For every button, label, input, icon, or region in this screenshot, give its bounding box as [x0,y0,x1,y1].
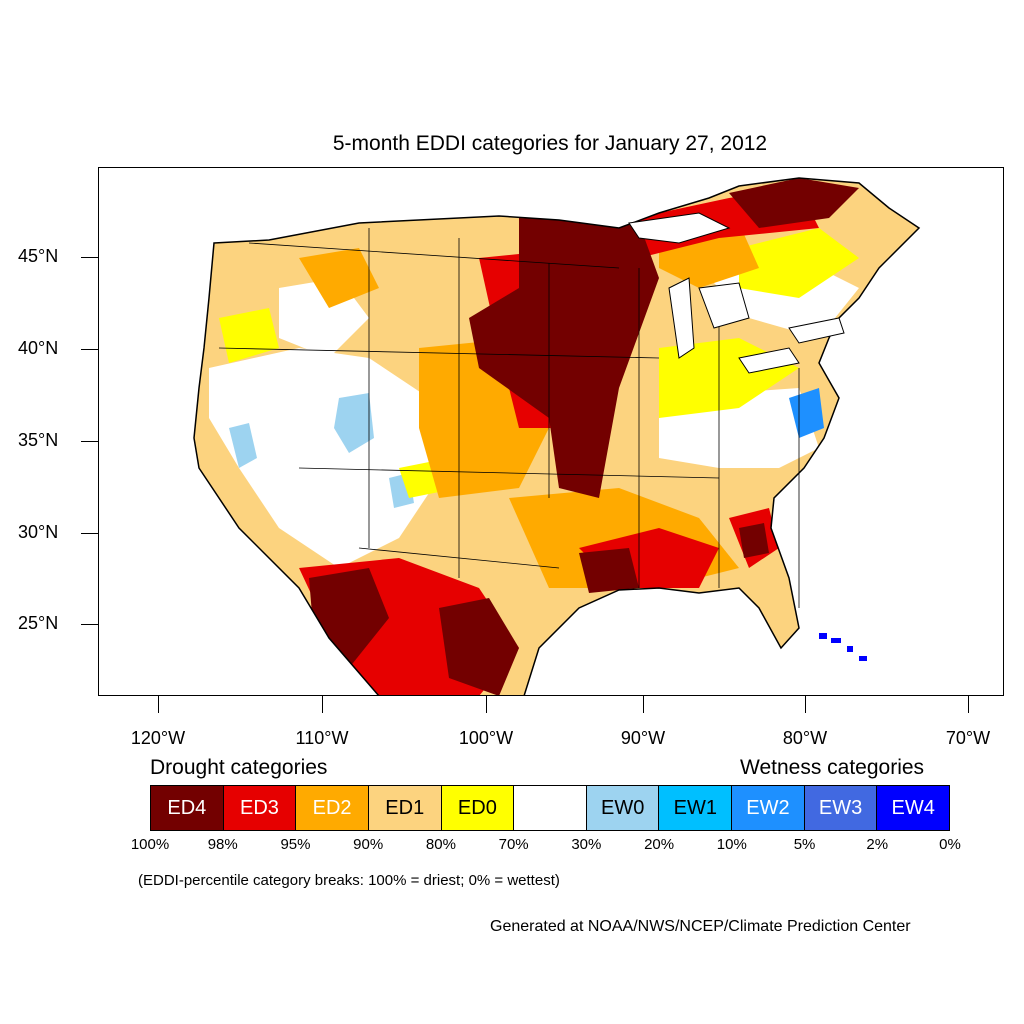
credit-line: Generated at NOAA/NWS/NCEP/Climate Predi… [490,918,911,935]
percent-break-label: 2% [866,836,889,853]
lat-label-25: 25°N [18,613,59,633]
lon-tick [805,696,806,713]
lon-tick [968,696,969,713]
legend-box-ew2: EW2 [732,786,805,830]
legend-box-ed1: ED1 [368,786,442,830]
caribbean-wet-spots [819,633,867,661]
lon-label-80: 80°W [782,728,828,748]
lon-label-110: 110°W [295,728,349,748]
lat-label-35: 35°N [18,430,59,450]
lon-label-90: 90°W [620,728,666,748]
legend-box-ed4: ED4 [151,786,224,830]
state-borders [218,228,800,608]
percent-break-label: 100% [130,836,170,853]
legend-box-ew1: EW1 [659,786,733,830]
map-title: 5-month EDDI categories for January 27, … [332,132,768,155]
percent-break-label: 10% [716,836,747,853]
category-note: (EDDI-percentile category breaks: 100% =… [138,872,560,889]
legend-colorbar: ED4 ED3 ED2 ED1 ED0 EW0 EW1 EW2 EW3 EW4 [150,785,950,831]
percent-break-label: 98% [207,836,238,853]
lon-label-120: 120°W [130,728,186,748]
percent-break-label: 20% [644,836,675,853]
percent-break-label: 80% [425,836,456,853]
lat-tick [81,349,98,350]
legend-box-neutral [514,786,587,830]
lat-tick [81,624,98,625]
percent-break-label: 0% [939,836,961,853]
lon-label-70: 70°W [945,728,991,748]
wetness-heading: Wetness categories [740,756,925,779]
lat-label-40: 40°N [18,338,59,358]
lon-tick [322,696,323,713]
lat-tick [81,257,98,258]
legend-box-ed3: ED3 [223,786,297,830]
legend-box-ew3: EW3 [804,786,878,830]
legend-box-ew4: EW4 [877,786,950,830]
legend-box-ew0: EW0 [586,786,660,830]
percent-break-label: 90% [353,836,384,853]
percent-break-label: 95% [280,836,311,853]
drought-heading: Drought categories [150,756,328,779]
drought-field [194,178,919,695]
lon-tick [486,696,487,713]
great-lakes [628,212,845,374]
percent-break-label: 5% [793,836,816,853]
eddi-map [98,167,1004,696]
lat-tick [81,441,98,442]
lat-label-30: 30°N [18,522,59,542]
lon-label-100: 100°W [458,728,514,748]
eddi-map-svg [193,177,921,695]
legend-box-ed0: ED0 [441,786,515,830]
lat-tick [81,533,98,534]
legend-box-ed2: ED2 [296,786,369,830]
lon-tick [158,696,159,713]
percent-break-label: 70% [498,836,529,853]
percent-break-label: 30% [571,836,602,853]
lat-label-45: 45°N [18,246,59,266]
lon-tick [643,696,644,713]
